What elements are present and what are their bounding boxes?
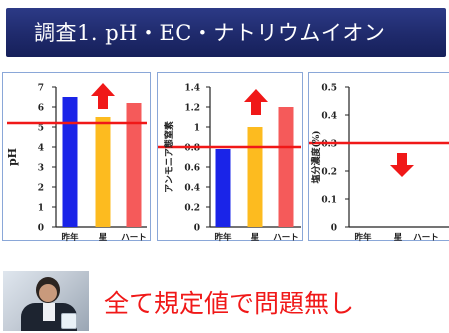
bar-1 [63, 97, 78, 227]
bar-3 [127, 103, 142, 227]
y-tick-label: 0.1 [321, 196, 337, 206]
red-arrow-icon [91, 83, 115, 109]
bar-2 [96, 117, 111, 227]
x-tick-label: 昨年 [214, 232, 232, 242]
y-tick-label: 6 [38, 104, 44, 114]
chart-panel-ammonia: 0 0.2 0.4 0.6 0.8 1 1.2 1.4 昨年 星 ハート アンモニア態窒素 [157, 72, 303, 241]
salinity-chart: 0 0.1 0.2 0.3 0.4 0.5 昨年 星 ハート 塩分濃度(%) [309, 73, 449, 242]
red-arrow-icon [244, 89, 268, 115]
y-tick-label: 0 [194, 224, 200, 234]
y-tick-label: 3 [38, 164, 44, 174]
y-tick-label: 1 [38, 204, 44, 214]
x-tick-label: ハート [273, 233, 299, 242]
x-tick-label: 星 [99, 232, 108, 242]
y-tick-label: 0.8 [184, 144, 200, 154]
y-tick-label: 0.2 [321, 168, 337, 178]
red-arrow-icon [390, 153, 414, 177]
y-tick-label: 0.6 [184, 164, 200, 174]
chart-panel-ph: 0 1 2 3 4 5 6 7 昨年 星 ハート pH [2, 72, 151, 241]
bar-3 [279, 107, 294, 227]
y-tick-label: 1.2 [184, 104, 200, 114]
y-tick-label: 0.4 [184, 184, 200, 194]
chart-panel-salinity: 0 0.1 0.2 0.3 0.4 0.5 昨年 星 ハート 塩分濃度(%) [308, 72, 449, 241]
researcher-photo [3, 271, 89, 331]
x-tick-label: ハート [413, 233, 439, 242]
y-tick-label: 1 [194, 124, 200, 134]
title-bar: 調査1. pH・EC・ナトリウムイオン [6, 8, 446, 57]
y-tick-label: 2 [38, 184, 44, 194]
y-tick-label: 0.2 [184, 204, 200, 214]
ammonia-chart: 0 0.2 0.4 0.6 0.8 1 1.2 1.4 昨年 星 ハート アンモニア態窒素 [158, 73, 304, 242]
y-tick-label: 4 [38, 144, 44, 154]
y-tick-label: 7 [38, 84, 44, 94]
x-tick-label: 昨年 [61, 232, 79, 242]
bar-1 [216, 149, 231, 227]
x-tick-label: ハート [121, 233, 147, 242]
conclusion-text: 全て規定値で問題無し [104, 284, 354, 320]
y-axis-label: アンモニア態窒素 [163, 121, 175, 193]
y-axis-label: 塩分濃度(%) [310, 130, 322, 183]
y-tick-label: 0.5 [321, 84, 337, 94]
x-tick-label: 星 [394, 232, 403, 242]
x-tick-label: 昨年 [354, 232, 372, 242]
bar-2 [248, 127, 263, 227]
ph-chart: 0 1 2 3 4 5 6 7 昨年 星 ハート pH [3, 73, 152, 242]
y-tick-label: 5 [38, 124, 44, 134]
y-tick-label: 1.4 [184, 84, 200, 94]
y-tick-label: 0 [38, 224, 44, 234]
y-tick-label: 0.3 [321, 140, 337, 150]
y-axis-label: pH [6, 148, 19, 166]
y-tick-label: 0.4 [321, 112, 337, 122]
x-tick-label: 星 [251, 232, 260, 242]
y-tick-label: 0 [331, 224, 337, 234]
page-title: 調査1. pH・EC・ナトリウムイオン [34, 17, 385, 47]
